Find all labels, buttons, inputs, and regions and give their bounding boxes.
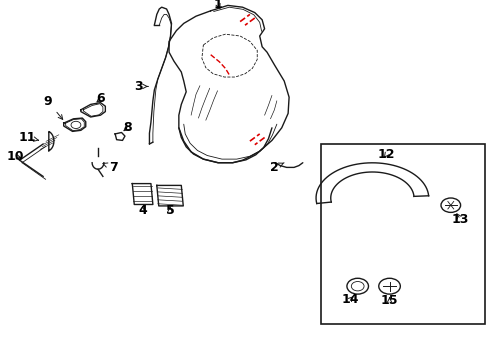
Text: 14: 14 [342,293,359,306]
Text: 7: 7 [103,161,118,174]
Bar [321,144,485,324]
Text: 5: 5 [166,204,174,217]
Text: 10: 10 [7,150,24,163]
Text: 8: 8 [123,121,132,134]
Text: 1: 1 [214,0,222,11]
Text: 4: 4 [138,204,147,217]
Text: 9: 9 [44,95,63,120]
Text: 13: 13 [452,213,469,226]
Text: 2: 2 [270,161,284,174]
Text: 3: 3 [134,80,148,93]
Text: 12: 12 [377,148,395,161]
Text: 6: 6 [96,93,105,105]
Text: 15: 15 [381,294,398,307]
Text: 11: 11 [18,131,39,144]
